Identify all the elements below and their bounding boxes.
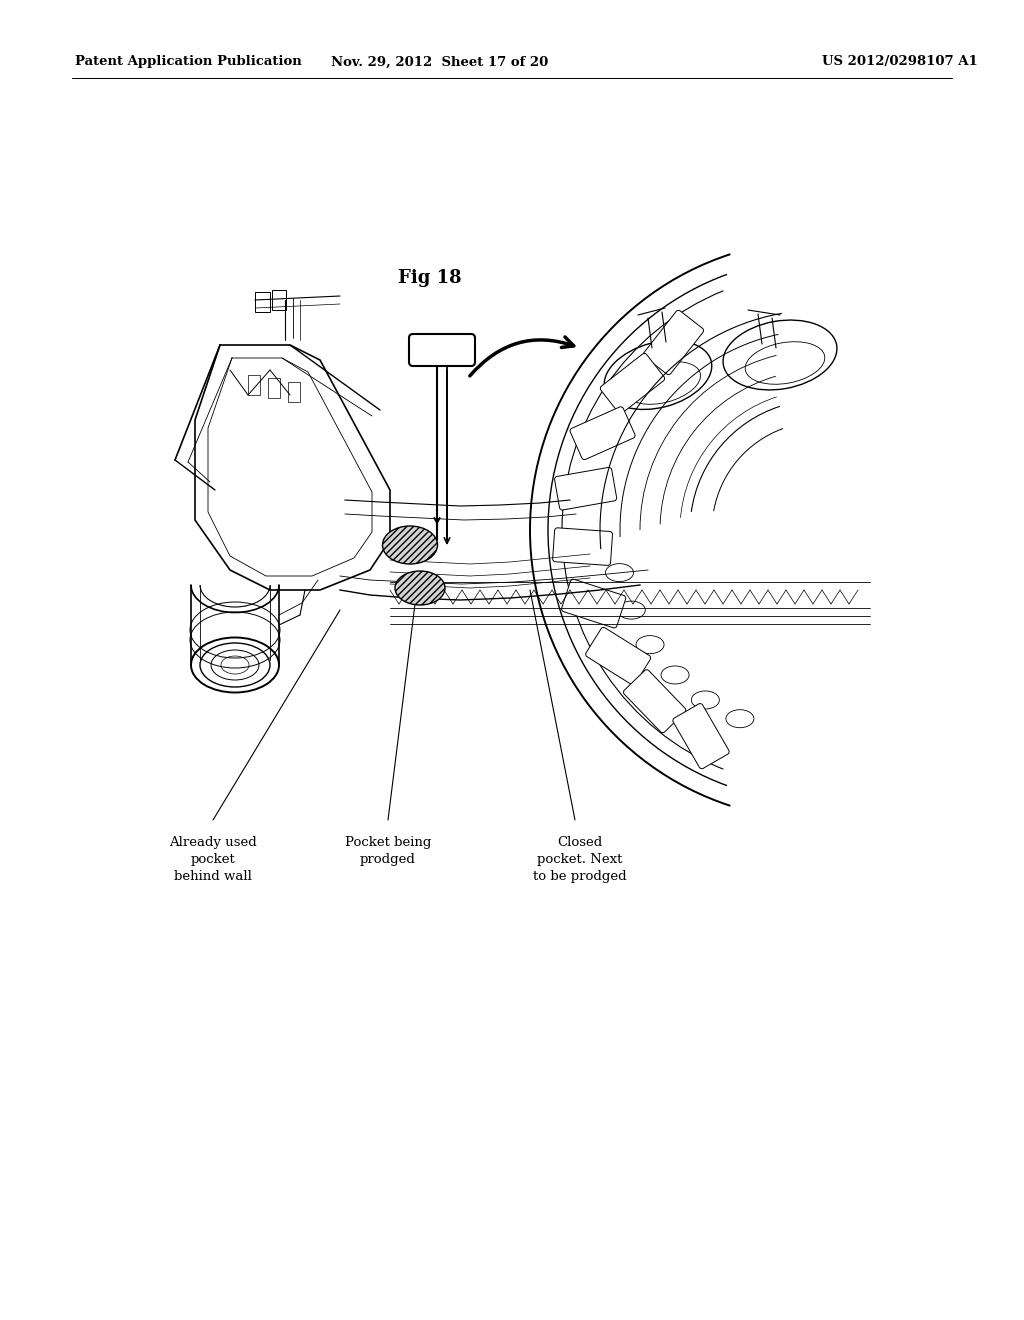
- Ellipse shape: [211, 649, 259, 680]
- FancyBboxPatch shape: [643, 310, 703, 375]
- Ellipse shape: [605, 564, 634, 582]
- Ellipse shape: [726, 710, 754, 727]
- FancyBboxPatch shape: [673, 704, 729, 768]
- FancyBboxPatch shape: [570, 407, 635, 459]
- Bar: [288, 381, 300, 403]
- FancyBboxPatch shape: [624, 669, 686, 733]
- Ellipse shape: [691, 690, 720, 709]
- Ellipse shape: [636, 636, 664, 653]
- Bar: [255, 292, 270, 312]
- FancyBboxPatch shape: [553, 528, 612, 565]
- Ellipse shape: [191, 638, 279, 693]
- Ellipse shape: [200, 643, 270, 686]
- Text: Nov. 29, 2012  Sheet 17 of 20: Nov. 29, 2012 Sheet 17 of 20: [332, 55, 549, 69]
- FancyBboxPatch shape: [561, 579, 626, 628]
- FancyBboxPatch shape: [409, 334, 475, 366]
- Ellipse shape: [723, 319, 837, 389]
- Bar: [248, 375, 260, 395]
- Text: Pocket being
prodged: Pocket being prodged: [345, 836, 431, 866]
- Bar: [268, 378, 280, 399]
- Ellipse shape: [662, 667, 689, 684]
- Bar: [272, 290, 286, 310]
- Text: Already used
pocket
behind wall: Already used pocket behind wall: [169, 836, 257, 883]
- Ellipse shape: [626, 362, 700, 404]
- FancyBboxPatch shape: [586, 627, 651, 685]
- Text: US 2012/0298107 A1: US 2012/0298107 A1: [822, 55, 978, 69]
- Ellipse shape: [617, 601, 645, 619]
- Text: Patent Application Publication: Patent Application Publication: [75, 55, 302, 69]
- Text: Closed
pocket. Next
to be prodged: Closed pocket. Next to be prodged: [534, 836, 627, 883]
- FancyBboxPatch shape: [555, 467, 616, 510]
- Ellipse shape: [383, 525, 437, 564]
- Ellipse shape: [395, 572, 445, 605]
- FancyBboxPatch shape: [600, 354, 665, 413]
- Ellipse shape: [604, 341, 712, 409]
- Text: Fig 18: Fig 18: [398, 269, 462, 286]
- Ellipse shape: [221, 656, 249, 675]
- Ellipse shape: [745, 342, 824, 384]
